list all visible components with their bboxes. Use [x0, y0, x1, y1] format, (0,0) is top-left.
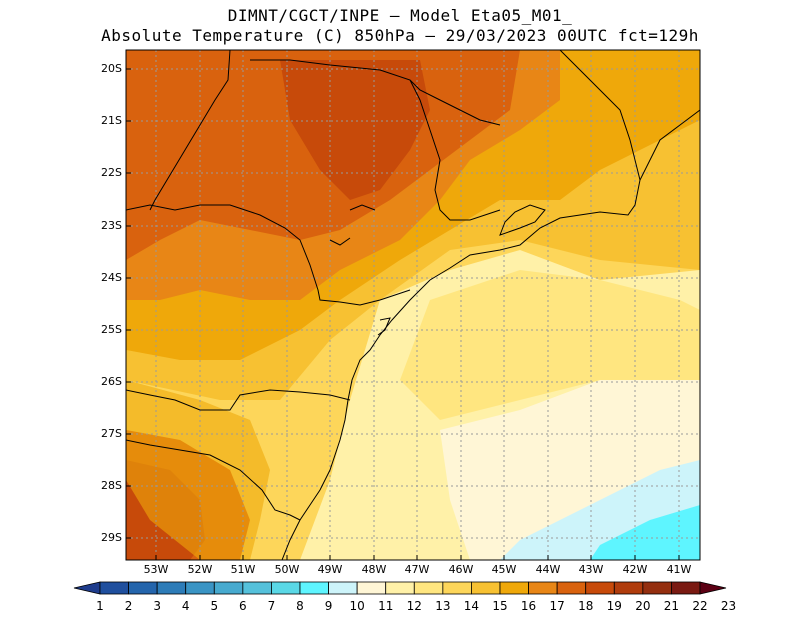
ms-sp-pr-border [126, 204, 411, 306]
colorbar-swatch [413, 581, 444, 595]
map-gridlines [126, 50, 700, 560]
lat-label: 27S [101, 427, 122, 440]
lon-label: 52W [187, 563, 213, 576]
ilha-grande-coast [499, 204, 546, 236]
colorbar-swatch [442, 581, 472, 595]
colorbar-label: 7 [267, 599, 276, 613]
temp-19-region-north [280, 60, 430, 200]
colorbar-swatch [185, 581, 215, 595]
colorbar-swatch [528, 581, 558, 595]
lon-label: 45W [491, 563, 517, 576]
colorbar-swatch [642, 581, 672, 595]
colorbar-label: 17 [549, 599, 565, 613]
coastline [281, 109, 700, 560]
chart-title-line2: Absolute Temperature (C) 850hPa – 29/03/… [101, 26, 699, 45]
colorbar [73, 581, 727, 595]
lat-label: 22S [101, 166, 122, 179]
colorbar-swatch [585, 581, 615, 595]
lat-label: 25S [101, 323, 122, 336]
coastline-borders [126, 50, 700, 560]
colorbar-label: 12 [406, 599, 422, 613]
ms-go-border [149, 50, 231, 211]
map-frame [125, 49, 701, 561]
colorbar-label: 4 [181, 599, 190, 613]
colorbar-swatch [356, 581, 387, 595]
colorbar-arrow-high [699, 581, 727, 595]
colorbar-label: 2 [124, 599, 133, 613]
colorbar-swatch [471, 581, 501, 595]
colorbar-label: 6 [239, 599, 247, 613]
lon-label: 41W [666, 563, 692, 576]
lon-label: 48W [361, 563, 387, 576]
paranagua-bay [377, 317, 391, 336]
sc-rs-border [126, 439, 301, 521]
lon-label: 50W [274, 563, 300, 576]
lon-label: 49W [317, 563, 343, 576]
colorbar-label: 10 [349, 599, 365, 613]
lon-label: 43W [578, 563, 604, 576]
colorbar-label: 23 [720, 599, 737, 613]
colorbar-arrow-low [73, 581, 101, 595]
colorbar-label: 8 [296, 599, 304, 613]
colorbar-swatch [156, 581, 187, 595]
temp-16-region-sw [126, 380, 270, 560]
lon-label: 46W [448, 563, 474, 576]
colorbar-swatch [299, 581, 329, 595]
colorbar-label: 9 [324, 599, 333, 613]
colorbar-swatch [271, 581, 301, 595]
lon-label: 51W [230, 563, 256, 576]
colorbar-label: 3 [153, 599, 161, 613]
lat-label: 23S [101, 219, 122, 232]
lat-label: 29S [101, 531, 122, 544]
colorbar-label: 13 [435, 599, 451, 613]
lon-label: 47W [404, 563, 430, 576]
colorbar-label: 20 [635, 599, 651, 613]
reservoir-2 [349, 204, 376, 211]
lat-label: 21S [101, 114, 122, 127]
colorbar-label: 15 [492, 599, 508, 613]
colorbar-swatch [99, 581, 129, 595]
reservoir-1 [329, 237, 351, 246]
colorbar-label: 11 [378, 599, 394, 613]
colorbar-label: 18 [578, 599, 594, 613]
colorbar-label: 14 [463, 599, 480, 613]
mg-es-border [559, 50, 641, 181]
colorbar-label: 19 [606, 599, 622, 613]
colorbar-swatch [242, 581, 272, 595]
temp-18-region-nw [130, 60, 250, 170]
colorbar-label: 22 [692, 599, 708, 613]
colorbar-swatch [671, 581, 701, 595]
lon-label: 42W [622, 563, 648, 576]
colorbar-swatch [613, 581, 644, 595]
river-grande [409, 79, 501, 126]
colorbar-swatch [385, 581, 415, 595]
axis-ticks [126, 68, 680, 560]
lon-label: 44W [535, 563, 561, 576]
lat-label: 24S [101, 271, 122, 284]
pr-sc-border [126, 389, 351, 411]
colorbar-label: 5 [210, 599, 219, 613]
chart-title-line1: DIMNT/CGCT/INPE – Model Eta05_M01_ [227, 6, 573, 25]
colorbar-label: 21 [663, 599, 680, 613]
lat-label: 26S [101, 375, 122, 388]
colorbar-label: 16 [520, 599, 537, 613]
colorbar-swatch [213, 581, 244, 595]
lon-label: 53W [143, 563, 169, 576]
temp-13-region [400, 270, 700, 420]
lat-label: 28S [101, 479, 122, 492]
sp-mg-border [250, 59, 501, 221]
colorbar-swatch [499, 581, 529, 595]
colorbar-label: 1 [96, 599, 104, 613]
lat-label: 20S [101, 62, 122, 75]
colorbar-swatch [328, 581, 358, 595]
temp-9-region [590, 505, 700, 560]
colorbar-swatch [128, 581, 158, 595]
colorbar-swatch [556, 581, 587, 595]
